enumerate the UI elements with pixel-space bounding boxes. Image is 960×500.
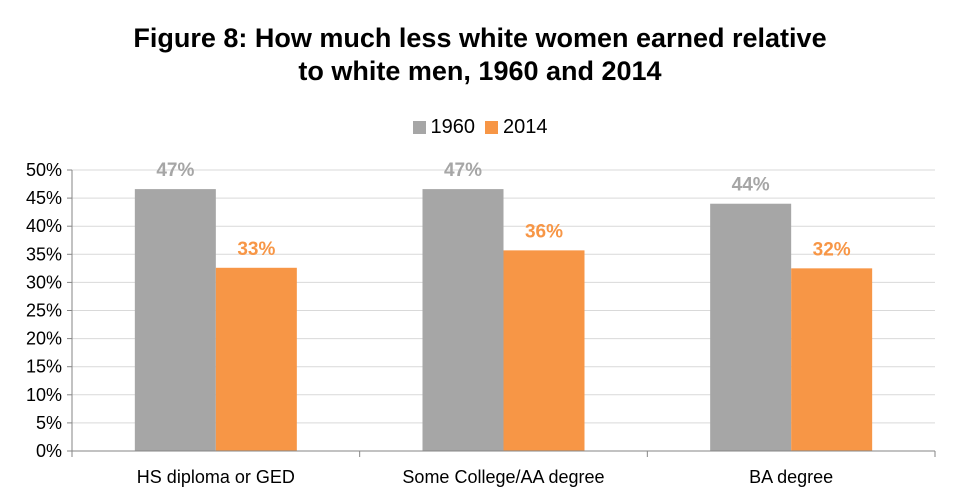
data-label-2014: 33% [237, 239, 275, 260]
y-tick-label: 10% [26, 385, 62, 405]
y-tick-label: 30% [26, 272, 62, 292]
legend-label-1960: 1960 [430, 116, 476, 138]
data-label-2014: 32% [813, 239, 851, 260]
y-tick-label: 45% [26, 188, 62, 208]
y-tick-label: 40% [26, 216, 62, 236]
bar-1960 [710, 203, 792, 451]
x-category-label: HS diploma or GED [137, 467, 295, 487]
y-tick-label: 15% [26, 357, 62, 377]
bar-2014 [503, 250, 585, 451]
bar-2014 [791, 268, 873, 451]
legend-swatch-2014 [485, 121, 498, 134]
y-tick-label: 35% [26, 244, 62, 264]
legend-swatch-1960 [412, 121, 426, 134]
y-tick-label: 5% [36, 413, 62, 433]
x-category-label: Some College/AA degree [402, 467, 604, 487]
chart-title: Figure 8: How much less white women earn… [0, 22, 960, 88]
y-tick-label: 20% [26, 329, 62, 349]
legend-item-1960: 1960 [412, 116, 476, 139]
chart-legend: 1960 2014 [0, 116, 960, 139]
chart-title-line-1: Figure 8: How much less white women earn… [133, 23, 827, 53]
y-tick-label: 50% [26, 160, 62, 180]
bar-1960 [422, 189, 504, 451]
data-label-1960: 47% [156, 160, 194, 181]
bar-1960 [134, 189, 216, 451]
x-category-label: BA degree [749, 467, 833, 487]
chart-title-line-2: to white men, 1960 and 2014 [298, 56, 662, 86]
data-label-1960: 44% [732, 175, 770, 196]
y-tick-label: 0% [36, 441, 62, 461]
data-label-2014: 36% [525, 221, 563, 242]
legend-item-2014: 2014 [485, 116, 548, 139]
bar-2014 [215, 267, 297, 451]
data-label-1960: 47% [444, 160, 482, 181]
legend-label-2014: 2014 [503, 116, 548, 138]
y-tick-label: 25% [26, 301, 62, 321]
